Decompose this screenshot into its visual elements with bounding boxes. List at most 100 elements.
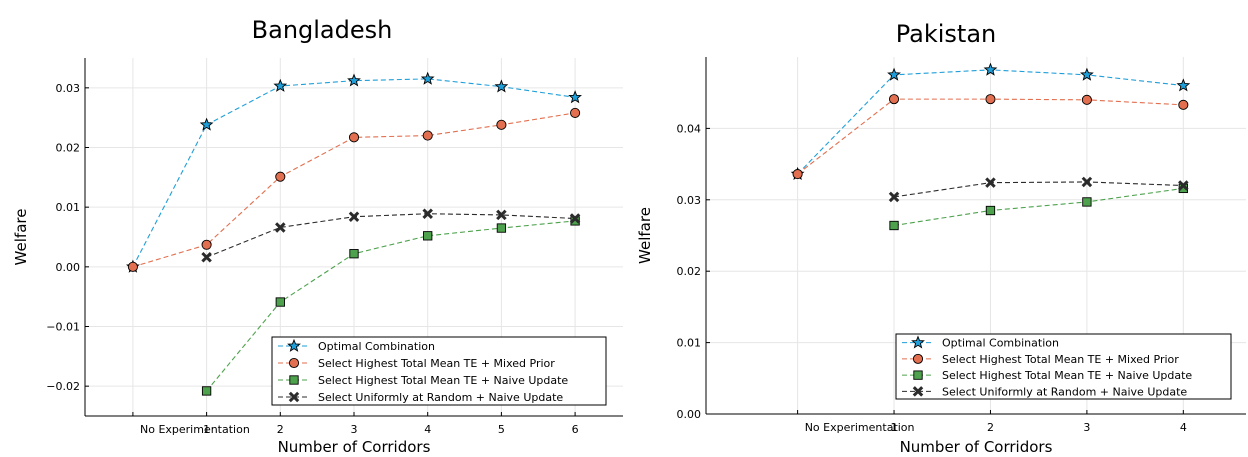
data-point-x (569, 213, 581, 224)
legend-marker-star (287, 338, 301, 352)
data-point-x (1178, 180, 1189, 191)
legend: Optimal Combination Select Highest Total … (895, 333, 1232, 400)
x-tick-label: 5 (498, 423, 505, 436)
legend-label: Select Highest Total Mean TE + Naive Upd… (318, 374, 568, 387)
data-point-star (420, 71, 435, 85)
y-tick-label: 0.03 (677, 194, 702, 207)
data-point-x-stroke-b (422, 208, 433, 219)
legend-marker-x-stroke-b (912, 386, 924, 397)
series-line-square (206, 220, 576, 392)
legend: Optimal Combination Select Highest Total … (271, 336, 607, 406)
y-axis-label: Welfare (636, 207, 654, 264)
data-point-circle (348, 132, 360, 143)
data-point-x-stroke-b (275, 222, 286, 233)
data-point-circle (422, 130, 433, 141)
legend-marker-circle (912, 353, 924, 364)
legend-marker-x (912, 386, 924, 397)
legend-label: Select Highest Total Mean TE + Mixed Pri… (942, 353, 1179, 366)
data-point-star (347, 73, 361, 87)
y-tick-label: −0.01 (46, 321, 80, 334)
data-point-star (1080, 67, 1094, 81)
legend-marker-square (913, 370, 923, 380)
chart-title: Bangladesh (252, 16, 393, 44)
data-point-circle (985, 94, 996, 105)
data-point-x (422, 208, 433, 219)
x-tick-label: 3 (1083, 421, 1090, 434)
x-tick-label: 1 (891, 421, 898, 434)
data-point-circle (275, 171, 286, 182)
data-point-star (1176, 78, 1191, 92)
data-point-circle (792, 169, 803, 180)
data-point-x (201, 252, 212, 263)
y-tick-label: 0.02 (677, 265, 702, 278)
data-point-square (275, 297, 285, 307)
data-point-x-stroke-b (1178, 180, 1189, 191)
y-tick-label: −0.02 (46, 380, 80, 393)
legend-box (271, 336, 607, 406)
legend-label: Optimal Combination (942, 337, 1059, 350)
data-point-x-stroke-b (569, 213, 581, 224)
data-point-x-stroke-b (348, 211, 360, 222)
data-point-square (985, 205, 996, 216)
legend-label: Select Highest Total Mean TE + Mixed Pri… (318, 357, 555, 370)
data-point-x-stroke-b (888, 191, 900, 203)
y-tick-label: 0.02 (56, 142, 81, 155)
legend-marker-circle (288, 357, 300, 369)
data-point-x (275, 222, 286, 233)
data-point-x (348, 211, 360, 222)
data-point-circle (888, 94, 900, 105)
legend-label: Select Highest Total Mean TE + Naive Upd… (942, 369, 1192, 382)
data-point-x-stroke-b (985, 177, 996, 188)
data-point-square (496, 223, 507, 233)
x-tick-label: 2 (277, 423, 284, 436)
x-tick-label: No Experimentation (140, 423, 250, 436)
y-tick-label: 0.04 (677, 122, 702, 135)
data-point-circle (570, 107, 581, 118)
data-point-square (889, 220, 899, 231)
legend-box (895, 333, 1232, 400)
y-axis-label: Welfare (12, 209, 30, 266)
legend-marker-x (288, 391, 300, 403)
data-point-x (985, 177, 996, 188)
data-point-circle (127, 261, 138, 272)
x-tick-label: 4 (424, 423, 431, 436)
x-tick-label: No Experimentation (805, 421, 915, 434)
data-point-star (273, 78, 288, 92)
legend-label: Optimal Combination (318, 340, 435, 353)
y-tick-label: 0.00 (56, 261, 81, 274)
legend-label: Select Uniformly at Random + Naive Updat… (942, 385, 1187, 398)
data-point-square (349, 249, 359, 259)
y-tick-label: 0.03 (56, 82, 81, 95)
data-point-circle (201, 239, 212, 250)
series-line-x (893, 181, 1184, 198)
data-point-x (496, 209, 507, 221)
data-point-x (1081, 176, 1093, 188)
data-point-star (983, 62, 998, 76)
series-line-x (206, 213, 576, 258)
series-line-square (893, 187, 1184, 227)
x-axis-label: Number of Corridors (278, 438, 431, 453)
legend-label: Select Uniformly at Random + Naive Updat… (318, 391, 563, 404)
data-point-square (201, 386, 212, 396)
chart-title: Pakistan (896, 20, 997, 48)
data-point-star (199, 117, 214, 131)
y-tick-label: 0.01 (56, 201, 81, 214)
data-point-x (888, 191, 900, 203)
x-axis-label: Number of Corridors (900, 438, 1053, 453)
data-point-square (1082, 197, 1092, 207)
legend-marker-square (289, 375, 299, 385)
data-point-star (568, 90, 582, 104)
x-tick-label: 1 (203, 423, 210, 436)
data-point-circle (1081, 94, 1092, 105)
legend-marker-star (911, 335, 925, 349)
data-point-circle (1178, 99, 1189, 110)
data-point-x-stroke-b (496, 209, 507, 221)
x-tick-label: 4 (1180, 421, 1187, 434)
data-point-x-stroke-b (201, 252, 212, 263)
x-tick-label: 2 (987, 421, 994, 434)
data-point-square (423, 231, 433, 241)
